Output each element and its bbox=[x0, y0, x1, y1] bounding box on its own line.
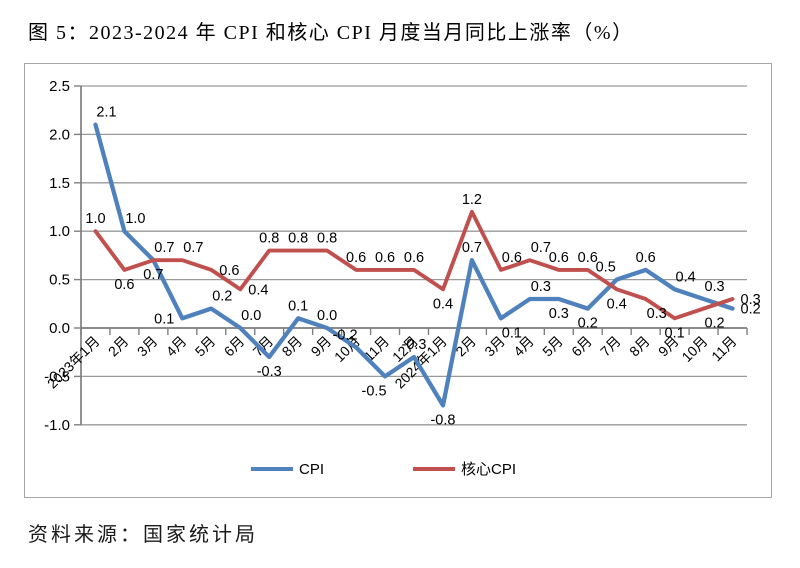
data-label: 0.6 bbox=[578, 250, 598, 266]
y-axis-label: 1.0 bbox=[49, 223, 70, 240]
data-label: 0.4 bbox=[433, 296, 453, 312]
data-label: -0.8 bbox=[430, 412, 455, 428]
data-label: 0.4 bbox=[676, 269, 696, 285]
y-axis-label: 0.0 bbox=[49, 320, 70, 337]
axes bbox=[80, 86, 748, 425]
data-label: 0.2 bbox=[704, 316, 724, 332]
data-label: 0.6 bbox=[549, 250, 569, 266]
y-axis-label: -0.5 bbox=[44, 368, 70, 385]
data-label: 0.3 bbox=[531, 279, 551, 295]
x-axis-label: 5月 bbox=[539, 333, 566, 360]
data-label: -0.2 bbox=[333, 327, 358, 343]
y-axis-label: 2.0 bbox=[49, 126, 70, 143]
source-note: 资料来源：国家统计局 bbox=[28, 524, 258, 546]
data-label: 0.2 bbox=[212, 289, 232, 305]
data-label: 0.7 bbox=[143, 267, 163, 283]
legend-label: CPI bbox=[299, 461, 324, 478]
x-axis-label: 4月 bbox=[163, 333, 190, 360]
x-axis-label: 6月 bbox=[568, 333, 595, 360]
y-axis-labels: -1.0 -0.5 0.0 0.5 1.0 1.5 2.0 2.5 bbox=[44, 78, 70, 434]
data-label: 0.3 bbox=[549, 306, 569, 322]
x-axis-label: 6月 bbox=[221, 333, 248, 360]
legend-item-core-cpi: 核心CPI bbox=[413, 461, 516, 478]
data-label: 1.0 bbox=[85, 211, 105, 227]
data-label: 1.0 bbox=[125, 211, 145, 227]
x-axis-label: 2月 bbox=[105, 333, 132, 360]
data-label: 0.6 bbox=[346, 250, 366, 266]
data-label: 0.2 bbox=[741, 302, 761, 318]
data-label: 0.6 bbox=[404, 250, 424, 266]
y-axis-label: 2.5 bbox=[49, 78, 70, 95]
data-label: 0.0 bbox=[241, 308, 261, 324]
data-label: 0.8 bbox=[259, 231, 279, 247]
legend: CPI 核心CPI bbox=[251, 461, 516, 478]
data-label: 0.6 bbox=[375, 250, 395, 266]
data-label: -0.3 bbox=[257, 364, 282, 380]
data-label: 0.7 bbox=[183, 240, 203, 256]
x-axis-label: 8月 bbox=[626, 333, 653, 360]
data-label: 0.4 bbox=[607, 296, 627, 312]
x-axis-label: 11月 bbox=[708, 333, 739, 364]
data-label: 0.6 bbox=[636, 250, 656, 266]
data-label: 0.6 bbox=[219, 263, 239, 279]
data-label: 0.1 bbox=[288, 298, 308, 314]
y-axis-label: -1.0 bbox=[44, 417, 70, 434]
data-label: -0.3 bbox=[402, 337, 427, 353]
x-axis-label: 2023年1月 bbox=[44, 333, 103, 392]
data-label: 0.7 bbox=[531, 240, 551, 256]
chart-frame: -1.0 -0.5 0.0 0.5 1.0 1.5 2.0 2.5 2023年1月 2月 3月 4月 5… bbox=[24, 63, 772, 498]
data-label: 0.1 bbox=[665, 325, 685, 341]
data-label: 0.1 bbox=[154, 311, 174, 327]
x-axis-label: 9月 bbox=[308, 333, 335, 360]
legend-item-cpi: CPI bbox=[251, 461, 324, 478]
cpi-line bbox=[93, 122, 735, 408]
data-label: 0.6 bbox=[502, 250, 522, 266]
data-label: 0.1 bbox=[502, 325, 522, 341]
data-label: 0.0 bbox=[317, 308, 337, 324]
data-label: 0.3 bbox=[741, 292, 761, 308]
data-label: 0.3 bbox=[647, 306, 667, 322]
data-label: 0.8 bbox=[288, 231, 308, 247]
x-axis-label: 5月 bbox=[192, 333, 219, 360]
data-label: 0.2 bbox=[578, 316, 598, 332]
data-label: 0.8 bbox=[317, 231, 337, 247]
core-cpi-line bbox=[93, 209, 735, 321]
y-axis-label: 1.5 bbox=[49, 175, 70, 192]
data-label: 1.2 bbox=[462, 192, 482, 208]
x-axis-label: 3月 bbox=[134, 333, 161, 360]
data-label: 2.1 bbox=[96, 105, 116, 121]
x-axis-label: 7月 bbox=[597, 333, 624, 360]
data-label: 0.4 bbox=[248, 282, 268, 298]
data-label: 0.7 bbox=[462, 240, 482, 256]
legend-label: 核心CPI bbox=[461, 461, 516, 478]
data-label: 0.7 bbox=[154, 240, 174, 256]
data-label: 0.6 bbox=[114, 277, 134, 293]
data-label: 0.5 bbox=[596, 260, 616, 276]
data-labels: 2.1 1.0 0.7 0.1 0.2 0.0 -0.3 0.1 0.0 -0.2 -0.5 -0.3… bbox=[85, 105, 760, 429]
y-axis-label: 0.5 bbox=[49, 272, 70, 289]
data-label: -0.5 bbox=[362, 383, 387, 399]
data-label: 0.3 bbox=[704, 279, 724, 295]
chart-title: 图 5：2023-2024 年 CPI 和核心 CPI 月度当月同比上涨率（%） bbox=[28, 22, 634, 44]
